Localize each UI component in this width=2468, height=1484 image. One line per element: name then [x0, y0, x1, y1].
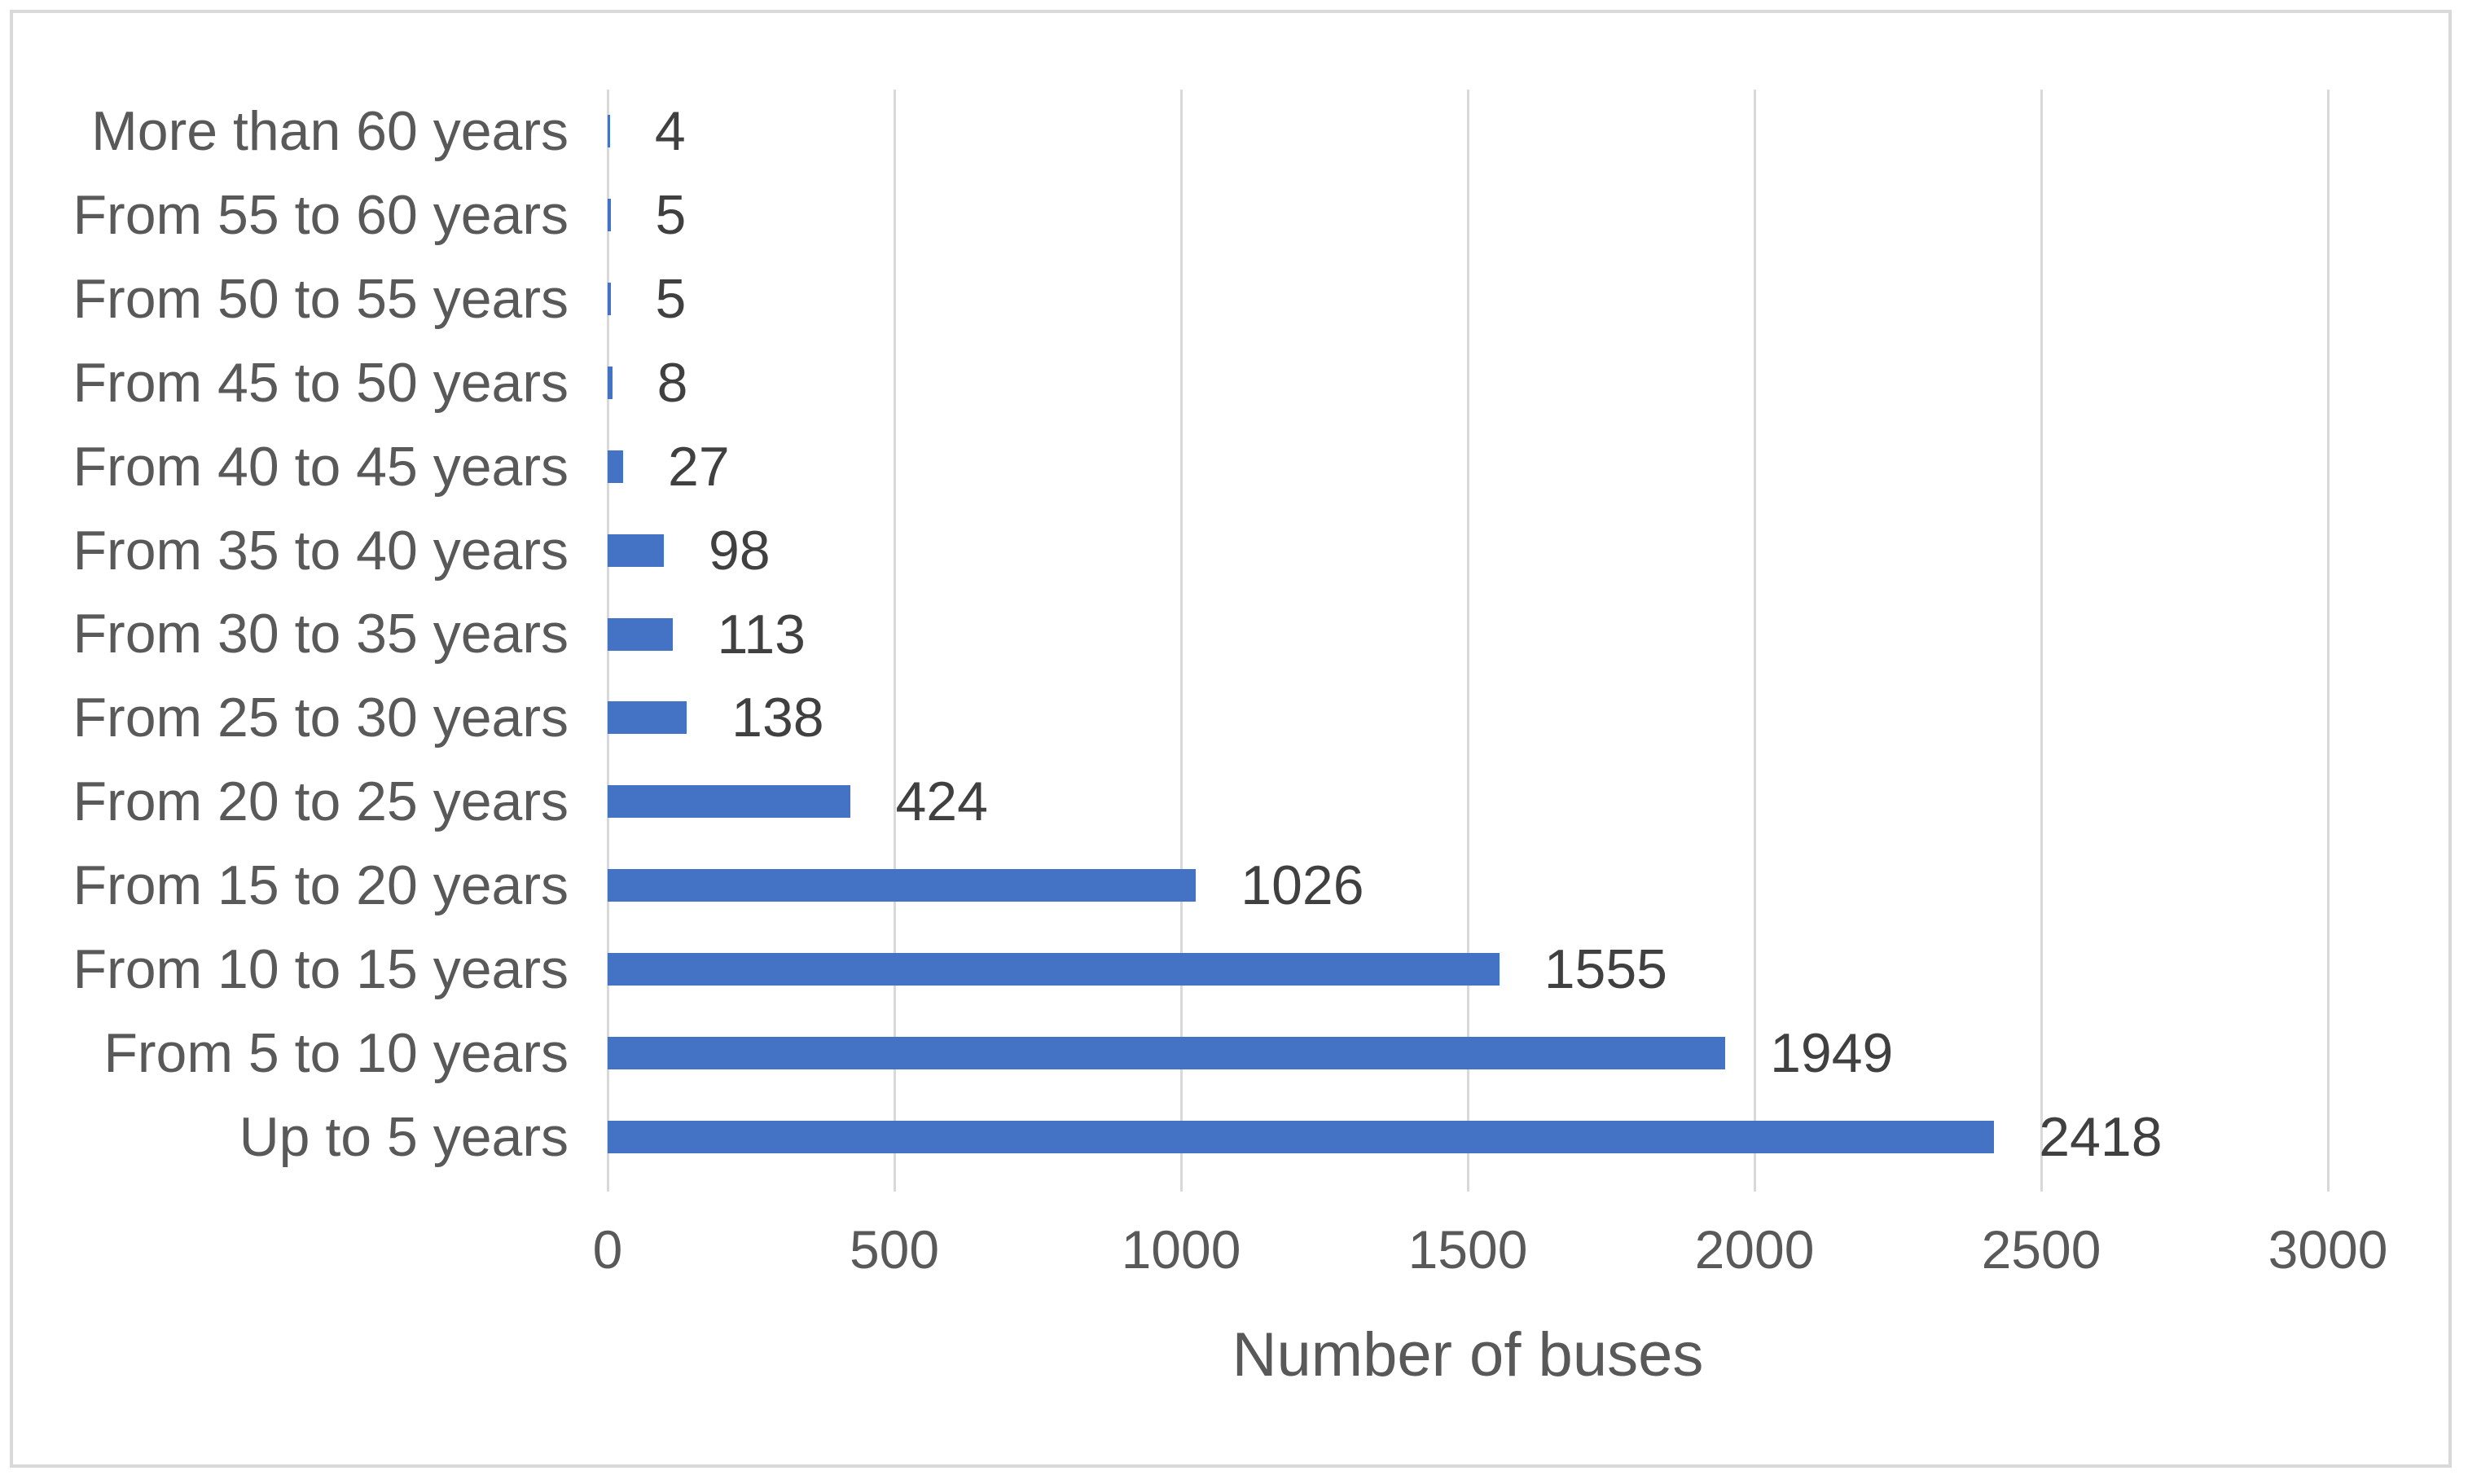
x-tick-label: 500 [849, 1219, 940, 1280]
category-label: More than 60 years [91, 100, 569, 163]
bar [608, 785, 851, 819]
category-label: From 35 to 40 years [72, 519, 569, 582]
category-label: From 20 to 25 years [72, 771, 569, 833]
bar-value-label: 8 [657, 351, 688, 414]
bar [608, 450, 623, 483]
bar [608, 1120, 1995, 1153]
bar [608, 199, 611, 232]
bar-value-label: 27 [668, 435, 730, 498]
x-tick-label: 1000 [1121, 1219, 1241, 1280]
bar-value-label: 5 [655, 184, 687, 247]
category-label: From 30 to 35 years [72, 603, 569, 665]
category-label: From 5 to 10 years [103, 1021, 569, 1084]
category-label: From 55 to 60 years [72, 184, 569, 247]
bar [608, 366, 613, 399]
bar-value-label: 4 [654, 100, 686, 163]
bar-value-label: 1555 [1544, 937, 1667, 1000]
x-tick-label: 2500 [1981, 1219, 2101, 1280]
bar [608, 1036, 1726, 1069]
category-label: From 45 to 50 years [72, 351, 569, 414]
bar-value-label: 113 [717, 603, 806, 665]
bar [608, 952, 1500, 986]
category-label: From 40 to 45 years [72, 435, 569, 498]
bar [608, 283, 611, 316]
bar-value-label: 1026 [1241, 854, 1364, 917]
bar-value-label: 5 [655, 268, 687, 331]
bar [608, 617, 673, 651]
category-label: Up to 5 years [239, 1105, 569, 1168]
gridline [2040, 90, 2043, 1192]
category-label: From 25 to 30 years [72, 687, 569, 749]
gridline [1753, 90, 1756, 1192]
x-tick-label: 0 [592, 1219, 623, 1280]
gridline [1179, 90, 1183, 1192]
category-label: From 10 to 15 years [72, 937, 569, 1000]
bar-value-label: 98 [708, 519, 771, 582]
category-label: From 50 to 55 years [72, 268, 569, 331]
bar-value-label: 1949 [1770, 1021, 1894, 1084]
x-tick-label: 1500 [1407, 1219, 1528, 1280]
gridline [893, 90, 896, 1192]
bar-value-label: 424 [895, 771, 988, 833]
bar-value-label: 2418 [2039, 1105, 2163, 1168]
bar-value-label: 138 [731, 687, 824, 749]
gridline [2326, 90, 2330, 1192]
x-axis-title: Number of buses [1232, 1320, 1704, 1390]
x-tick-label: 2000 [1694, 1219, 1815, 1280]
bar [608, 115, 610, 148]
bar [608, 533, 664, 567]
bar [608, 869, 1197, 902]
bar [608, 701, 687, 735]
x-tick-label: 3000 [2268, 1219, 2388, 1280]
category-label: From 15 to 20 years [72, 854, 569, 917]
chart-frame: 0 500 1000 1500 2000 2500 3000 More than 60 yea… [10, 10, 2452, 1468]
gridline [1466, 90, 1469, 1192]
